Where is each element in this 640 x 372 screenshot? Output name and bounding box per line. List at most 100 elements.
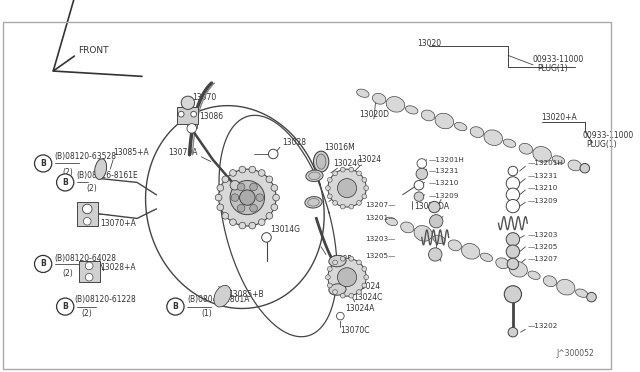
Ellipse shape [356,89,369,97]
Circle shape [328,169,366,207]
Ellipse shape [461,244,480,259]
Circle shape [259,219,265,225]
Text: 13070C: 13070C [340,326,370,335]
Ellipse shape [95,159,107,179]
Text: —13210: —13210 [527,185,557,191]
Circle shape [506,232,520,246]
Circle shape [259,170,265,176]
Text: —13231: —13231 [429,168,459,174]
Bar [77,202,98,226]
Text: —13201H: —13201H [429,157,465,163]
Circle shape [356,290,362,294]
Text: 13085: 13085 [328,255,352,264]
Bar [79,261,100,282]
Circle shape [35,155,52,172]
Circle shape [85,262,93,270]
Text: —13205: —13205 [527,244,557,250]
Ellipse shape [557,279,575,295]
Ellipse shape [481,253,493,262]
Text: 13024C: 13024C [353,293,382,302]
Text: 13070: 13070 [192,93,216,102]
Text: (B)08044-2801A: (B)08044-2801A [187,295,250,304]
Circle shape [364,186,369,190]
Circle shape [429,201,440,213]
Text: —13209: —13209 [527,198,557,204]
Circle shape [249,166,256,173]
Circle shape [249,222,256,229]
Circle shape [328,258,366,296]
Circle shape [356,260,362,265]
Circle shape [222,212,228,219]
Text: B: B [62,178,68,187]
Circle shape [237,183,245,191]
Text: 13205—: 13205— [365,253,396,259]
Text: —13202: —13202 [527,323,557,328]
Circle shape [167,298,184,315]
Circle shape [587,292,596,302]
Ellipse shape [496,258,509,269]
Ellipse shape [568,160,582,171]
Text: —13209: —13209 [429,193,459,199]
Circle shape [429,215,443,228]
Ellipse shape [448,240,461,251]
Circle shape [230,180,239,190]
Circle shape [340,294,345,298]
Text: —13201H: —13201H [527,160,563,166]
Circle shape [35,256,52,272]
Circle shape [239,190,255,205]
Ellipse shape [528,271,540,279]
Circle shape [179,111,184,117]
Circle shape [328,267,332,271]
Text: 13024: 13024 [356,282,381,291]
Text: 00933-11000: 00933-11000 [532,55,583,64]
Circle shape [504,286,522,303]
Ellipse shape [484,130,502,145]
Text: PLUG(1): PLUG(1) [587,140,618,149]
Text: 00933-11000: 00933-11000 [583,131,634,140]
Text: B: B [40,259,46,269]
Circle shape [326,186,330,190]
Circle shape [239,166,246,173]
Ellipse shape [401,222,414,233]
Text: 13085+A: 13085+A [113,148,149,157]
Ellipse shape [329,284,346,295]
Ellipse shape [552,156,564,164]
Text: 13020DA: 13020DA [414,202,449,211]
Circle shape [268,149,278,159]
Circle shape [273,194,280,201]
Text: 13024C: 13024C [333,159,363,168]
Ellipse shape [421,110,435,121]
Text: J^300052: J^300052 [556,349,594,357]
Circle shape [362,267,367,271]
Circle shape [333,201,337,205]
Circle shape [414,192,424,201]
Circle shape [508,327,518,337]
Ellipse shape [386,97,404,112]
Circle shape [239,222,246,229]
Circle shape [250,205,257,212]
Circle shape [356,171,362,176]
Circle shape [429,248,442,261]
Bar [177,107,198,124]
Circle shape [506,199,520,213]
Ellipse shape [454,122,467,131]
Text: (2): (2) [81,309,92,318]
Circle shape [85,273,93,281]
Circle shape [362,194,367,199]
Ellipse shape [503,139,516,147]
Text: (1): (1) [202,309,212,318]
Ellipse shape [314,151,329,172]
Circle shape [262,232,271,242]
Circle shape [337,268,356,287]
Ellipse shape [372,93,386,104]
Circle shape [506,188,520,201]
Circle shape [508,166,518,176]
Circle shape [333,171,337,176]
Circle shape [340,256,345,261]
Ellipse shape [305,197,322,208]
Text: 13024A: 13024A [345,304,374,313]
Circle shape [256,194,264,201]
Circle shape [328,177,332,182]
Ellipse shape [308,172,320,180]
Circle shape [417,159,427,168]
